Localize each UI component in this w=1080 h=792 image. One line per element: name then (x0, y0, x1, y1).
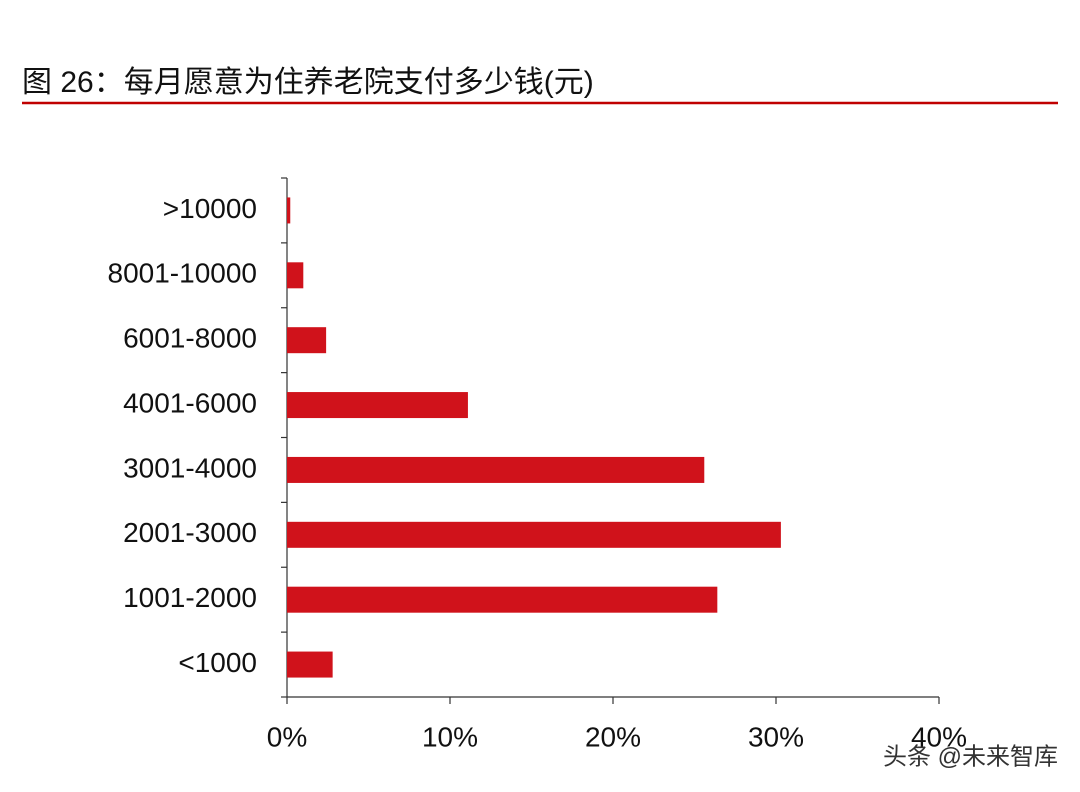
bar (287, 586, 718, 613)
y-tick-label: 4001-6000 (123, 387, 257, 418)
bar (287, 521, 781, 548)
x-tick-label: 40% (911, 721, 967, 752)
bar (287, 392, 468, 419)
bar (287, 456, 705, 483)
x-tick-label: 0% (267, 721, 307, 752)
x-tick-label: 10% (422, 721, 478, 752)
bar (287, 327, 327, 354)
y-tick-label: 2001-3000 (123, 517, 257, 548)
chart-title: 图 26：每月愿意为住养老院支付多少钱(元) (22, 66, 594, 99)
x-tick-label: 30% (748, 721, 804, 752)
bar (287, 651, 333, 678)
x-tick-label: 20% (585, 721, 641, 752)
watermark: 头条 @未来智库 (883, 743, 1058, 770)
bar (287, 262, 304, 289)
y-tick-label: <1000 (178, 647, 257, 678)
y-tick-label: 6001-8000 (123, 323, 257, 354)
y-tick-label: 1001-2000 (123, 582, 257, 613)
y-tick-label: 8001-10000 (108, 258, 257, 289)
bar (287, 197, 291, 224)
y-tick-label: >10000 (163, 193, 257, 224)
y-tick-label: 3001-4000 (123, 452, 257, 483)
